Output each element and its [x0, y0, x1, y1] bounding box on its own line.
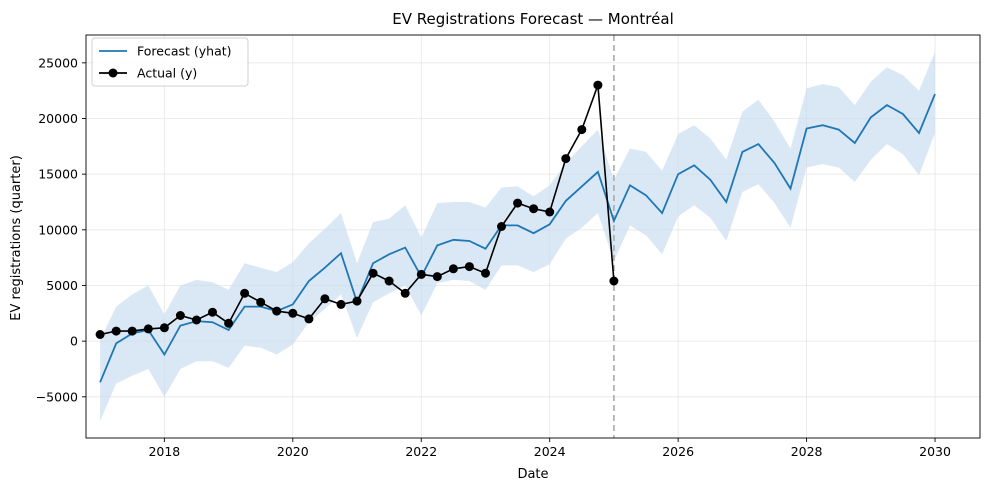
- y-axis-title: EV registrations (quarter): [9, 155, 24, 321]
- legend-actual-label: Actual (y): [137, 66, 197, 81]
- plot-area: 2018 2020 2022 2024 2026 2028 2030 −5000 0 5000 10…: [36, 34, 981, 459]
- actual-point: [143, 324, 153, 334]
- y-tick-label: 15000: [38, 167, 78, 182]
- actual-point: [529, 204, 539, 214]
- actual-point: [577, 125, 587, 135]
- x-tick-label: 2024: [534, 444, 566, 459]
- y-tick-label: 5000: [46, 278, 78, 293]
- actual-point: [111, 326, 121, 336]
- forecast-uncertainty-band: [100, 51, 936, 422]
- actual-point: [464, 262, 474, 272]
- actual-point: [432, 272, 442, 282]
- actual-point: [593, 80, 603, 90]
- actual-point: [448, 264, 458, 274]
- actual-point: [288, 308, 298, 318]
- actual-point: [208, 307, 217, 317]
- actual-point: [256, 297, 266, 307]
- actual-point: [400, 288, 410, 298]
- actual-point: [497, 222, 506, 231]
- y-tick-label: 10000: [38, 222, 78, 237]
- actual-point: [416, 269, 426, 279]
- actual-point: [609, 276, 619, 286]
- y-tick-label: 20000: [38, 111, 78, 126]
- legend-forecast-label: Forecast (yhat): [137, 44, 232, 59]
- x-tick-label: 2022: [405, 444, 437, 459]
- actual-point: [304, 314, 314, 324]
- actual-point: [384, 276, 394, 286]
- x-tick-label: 2028: [791, 444, 823, 459]
- actual-point: [320, 294, 330, 304]
- actual-point: [127, 326, 137, 336]
- actual-point: [352, 296, 362, 306]
- legend: Forecast (yhat) Actual (y): [91, 37, 249, 87]
- y-tick-label: 0: [70, 334, 78, 349]
- actual-point: [192, 315, 201, 325]
- y-tick-label: 25000: [38, 55, 78, 70]
- actual-point: [368, 268, 378, 278]
- actual-point: [175, 311, 185, 320]
- x-axis-title: Date: [517, 467, 548, 482]
- y-tick-label: −5000: [36, 389, 78, 404]
- actual-point: [159, 323, 169, 333]
- actual-point: [561, 154, 571, 164]
- forecast-line: [99, 93, 936, 383]
- legend-box: [91, 37, 249, 87]
- actual-point: [272, 306, 282, 316]
- legend-actual-marker: [108, 68, 118, 78]
- x-tick-label: 2018: [148, 444, 180, 459]
- actual-point: [336, 299, 346, 309]
- actual-point: [513, 198, 523, 208]
- actual-point: [481, 268, 490, 278]
- plot-frame: [85, 34, 981, 439]
- chart-title: EV Registrations Forecast — Montréal: [392, 10, 673, 28]
- actual-point: [95, 330, 105, 339]
- x-tick-label: 2026: [662, 444, 694, 459]
- x-tick-label: 2030: [919, 444, 951, 459]
- actual-point: [240, 288, 250, 298]
- x-tick-label: 2020: [277, 444, 309, 459]
- actual-point: [545, 207, 555, 217]
- actual-point: [224, 318, 234, 328]
